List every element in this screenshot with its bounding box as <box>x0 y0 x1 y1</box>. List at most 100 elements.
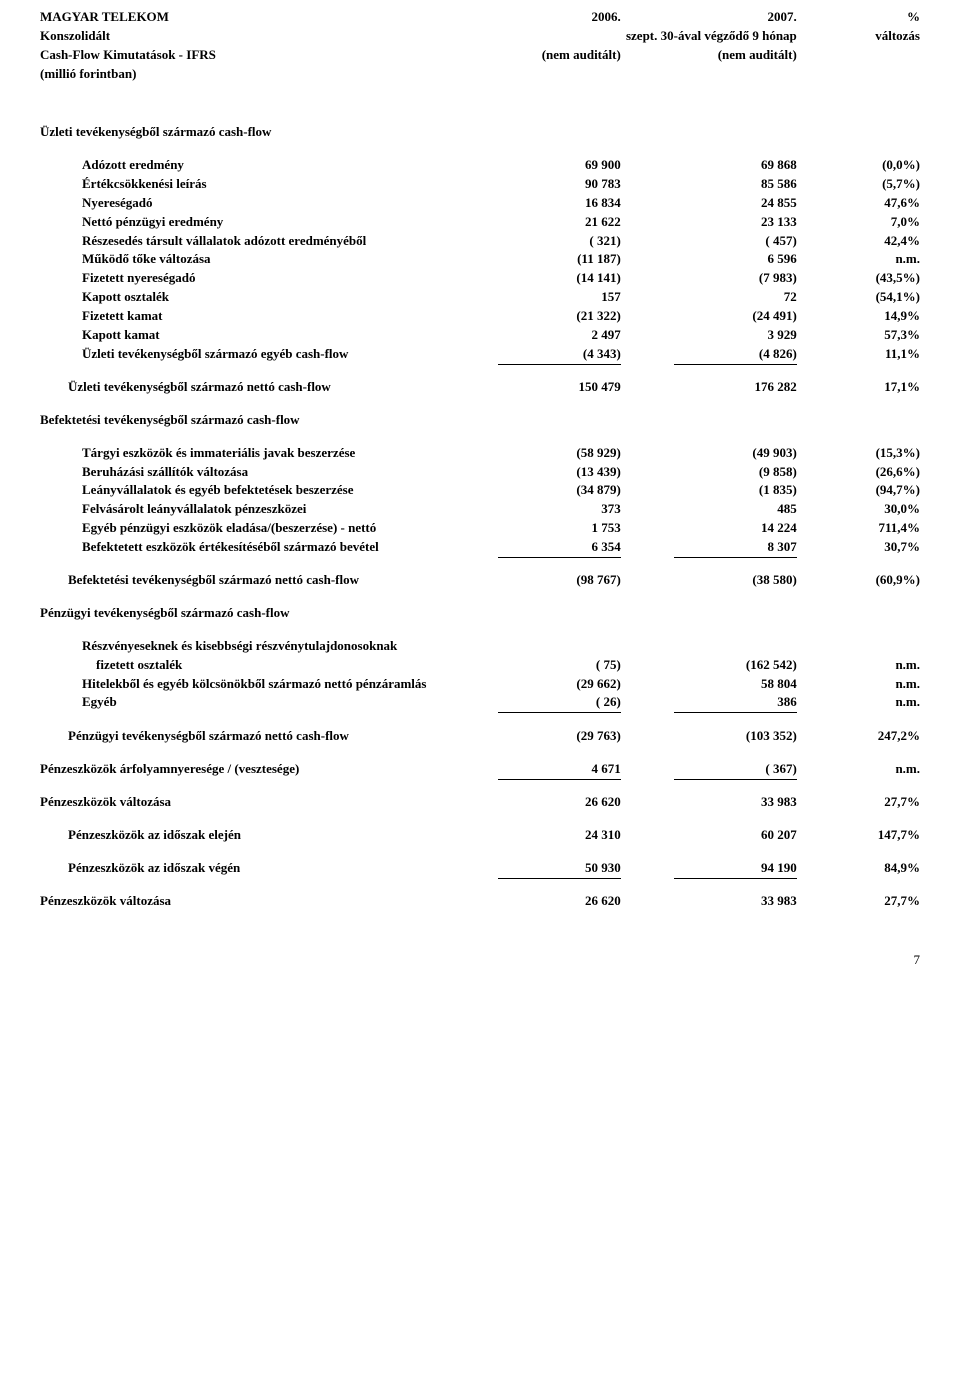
row-val: (11 187) <box>498 250 621 269</box>
row-label: Értékcsökkenési leírás <box>40 175 498 194</box>
row-val: (21 322) <box>498 307 621 326</box>
cash-change2-val: 26 620 <box>498 892 621 911</box>
row-label: Nyereségadó <box>40 194 498 213</box>
cashflow-table: MAGYAR TELEKOM 2006. 2007. % Konszolidál… <box>40 8 920 911</box>
row-label: Adózott eredmény <box>40 156 498 175</box>
row-chg: 7,0% <box>797 213 920 232</box>
section-financing: Pénzügyi tevékenységből származó cash-fl… <box>40 604 498 623</box>
row-chg: (94,7%) <box>797 481 920 500</box>
op-net-label: Üzleti tevékenységből származó nettó cas… <box>40 378 498 397</box>
inv-net-label: Befektetési tevékenységből származó nett… <box>40 571 498 590</box>
row-val: 23 133 <box>674 213 797 232</box>
row-val: (13 439) <box>498 463 621 482</box>
row-val: 85 586 <box>674 175 797 194</box>
cash-begin-val: 24 310 <box>498 826 621 845</box>
cash-begin-label: Pénzeszközök az időszak elején <box>40 826 498 845</box>
row-label: Fizetett kamat <box>40 307 498 326</box>
row-val: (162 542) <box>674 656 797 675</box>
row-val: (9 858) <box>674 463 797 482</box>
hdr-period: szept. 30-ával végződő 9 hónap <box>498 27 797 46</box>
fx-chg: n.m. <box>797 760 920 779</box>
row-label: Felvásárolt leányvállalatok pénzeszközei <box>40 500 498 519</box>
row-val: 373 <box>498 500 621 519</box>
cash-change2-label: Pénzeszközök változása <box>40 892 498 911</box>
cash-change-chg: 27,7% <box>797 793 920 812</box>
row-chg: (54,1%) <box>797 288 920 307</box>
row-label: Egyéb pénzügyi eszközök eladása/(beszerz… <box>40 519 498 538</box>
op-net-chg: 17,1% <box>797 378 920 397</box>
row-val: (4 343) <box>498 345 621 364</box>
row-chg: 57,3% <box>797 326 920 345</box>
row-val: 21 622 <box>498 213 621 232</box>
row-label: Tárgyi eszközök és immateriális javak be… <box>40 444 498 463</box>
inv-net-val: (38 580) <box>674 571 797 590</box>
row-label: Részesedés társult vállalatok adózott er… <box>40 232 498 251</box>
row-val: 6 354 <box>498 538 621 557</box>
row-chg: 42,4% <box>797 232 920 251</box>
row-val: (14 141) <box>498 269 621 288</box>
row-val: 58 804 <box>674 675 797 694</box>
op-net-val: 150 479 <box>498 378 621 397</box>
hdr-2006: 2006. <box>498 8 621 27</box>
cash-change2-val: 33 983 <box>674 892 797 911</box>
row-val: 69 900 <box>498 156 621 175</box>
cash-end-label: Pénzeszközök az időszak végén <box>40 859 498 878</box>
row-chg: (43,5%) <box>797 269 920 288</box>
cash-change-label: Pénzeszközök változása <box>40 793 498 812</box>
fx-label: Pénzeszközök árfolyamnyeresége / (veszte… <box>40 760 498 779</box>
hdr-aud1: (nem auditált) <box>498 46 621 65</box>
row-chg: n.m. <box>797 693 920 712</box>
row-val: 14 224 <box>674 519 797 538</box>
row-chg: 47,6% <box>797 194 920 213</box>
inv-net-chg: (60,9%) <box>797 571 920 590</box>
cash-begin-val: 60 207 <box>674 826 797 845</box>
cash-change-val: 26 620 <box>498 793 621 812</box>
row-label: Egyéb <box>40 693 498 712</box>
section-operating: Üzleti tevékenységből származó cash-flow <box>40 123 498 142</box>
hdr-aud2: (nem auditált) <box>674 46 797 65</box>
row-val: (34 879) <box>498 481 621 500</box>
row-val: 16 834 <box>498 194 621 213</box>
row-val: 485 <box>674 500 797 519</box>
fx-val: 4 671 <box>498 760 621 779</box>
row-val: (49 903) <box>674 444 797 463</box>
row-label: Részvényeseknek és kisebbségi részvénytu… <box>40 637 498 656</box>
row-label: Hitelekből és egyéb kölcsönökből származ… <box>40 675 498 694</box>
row-chg: (5,7%) <box>797 175 920 194</box>
row-val: ( 75) <box>498 656 621 675</box>
row-val: (29 662) <box>498 675 621 694</box>
row-val: 386 <box>674 693 797 712</box>
fin-net-label: Pénzügyi tevékenységből származó nettó c… <box>40 727 498 746</box>
row-val: 90 783 <box>498 175 621 194</box>
inv-net-val: (98 767) <box>498 571 621 590</box>
fin-net-chg: 247,2% <box>797 727 920 746</box>
header-statement: Cash-Flow Kimutatások - IFRS <box>40 46 498 65</box>
row-val: 6 596 <box>674 250 797 269</box>
cash-change2-chg: 27,7% <box>797 892 920 911</box>
row-val: 72 <box>674 288 797 307</box>
row-label: Fizetett nyereségadó <box>40 269 498 288</box>
section-investing: Befektetési tevékenységből származó cash… <box>40 411 498 430</box>
cash-end-val: 94 190 <box>674 859 797 878</box>
row-val: (4 826) <box>674 345 797 364</box>
row-chg: (0,0%) <box>797 156 920 175</box>
row-chg: 30,0% <box>797 500 920 519</box>
row-val: (1 835) <box>674 481 797 500</box>
cash-end-val: 50 930 <box>498 859 621 878</box>
header-consolidated: Konszolidált <box>40 27 498 46</box>
row-val: 69 868 <box>674 156 797 175</box>
row-val: (7 983) <box>674 269 797 288</box>
row-val: ( 321) <box>498 232 621 251</box>
page-number: 7 <box>40 951 920 970</box>
row-label: Leányvállalatok és egyéb befektetések be… <box>40 481 498 500</box>
hdr-2007: 2007. <box>674 8 797 27</box>
row-val: 2 497 <box>498 326 621 345</box>
row-label: Kapott osztalék <box>40 288 498 307</box>
row-label: Kapott kamat <box>40 326 498 345</box>
row-chg: 711,4% <box>797 519 920 538</box>
row-label: fizetett osztalék <box>40 656 498 675</box>
row-label: Működő tőke változása <box>40 250 498 269</box>
row-val: ( 26) <box>498 693 621 712</box>
row-val: 24 855 <box>674 194 797 213</box>
row-chg: n.m. <box>797 675 920 694</box>
